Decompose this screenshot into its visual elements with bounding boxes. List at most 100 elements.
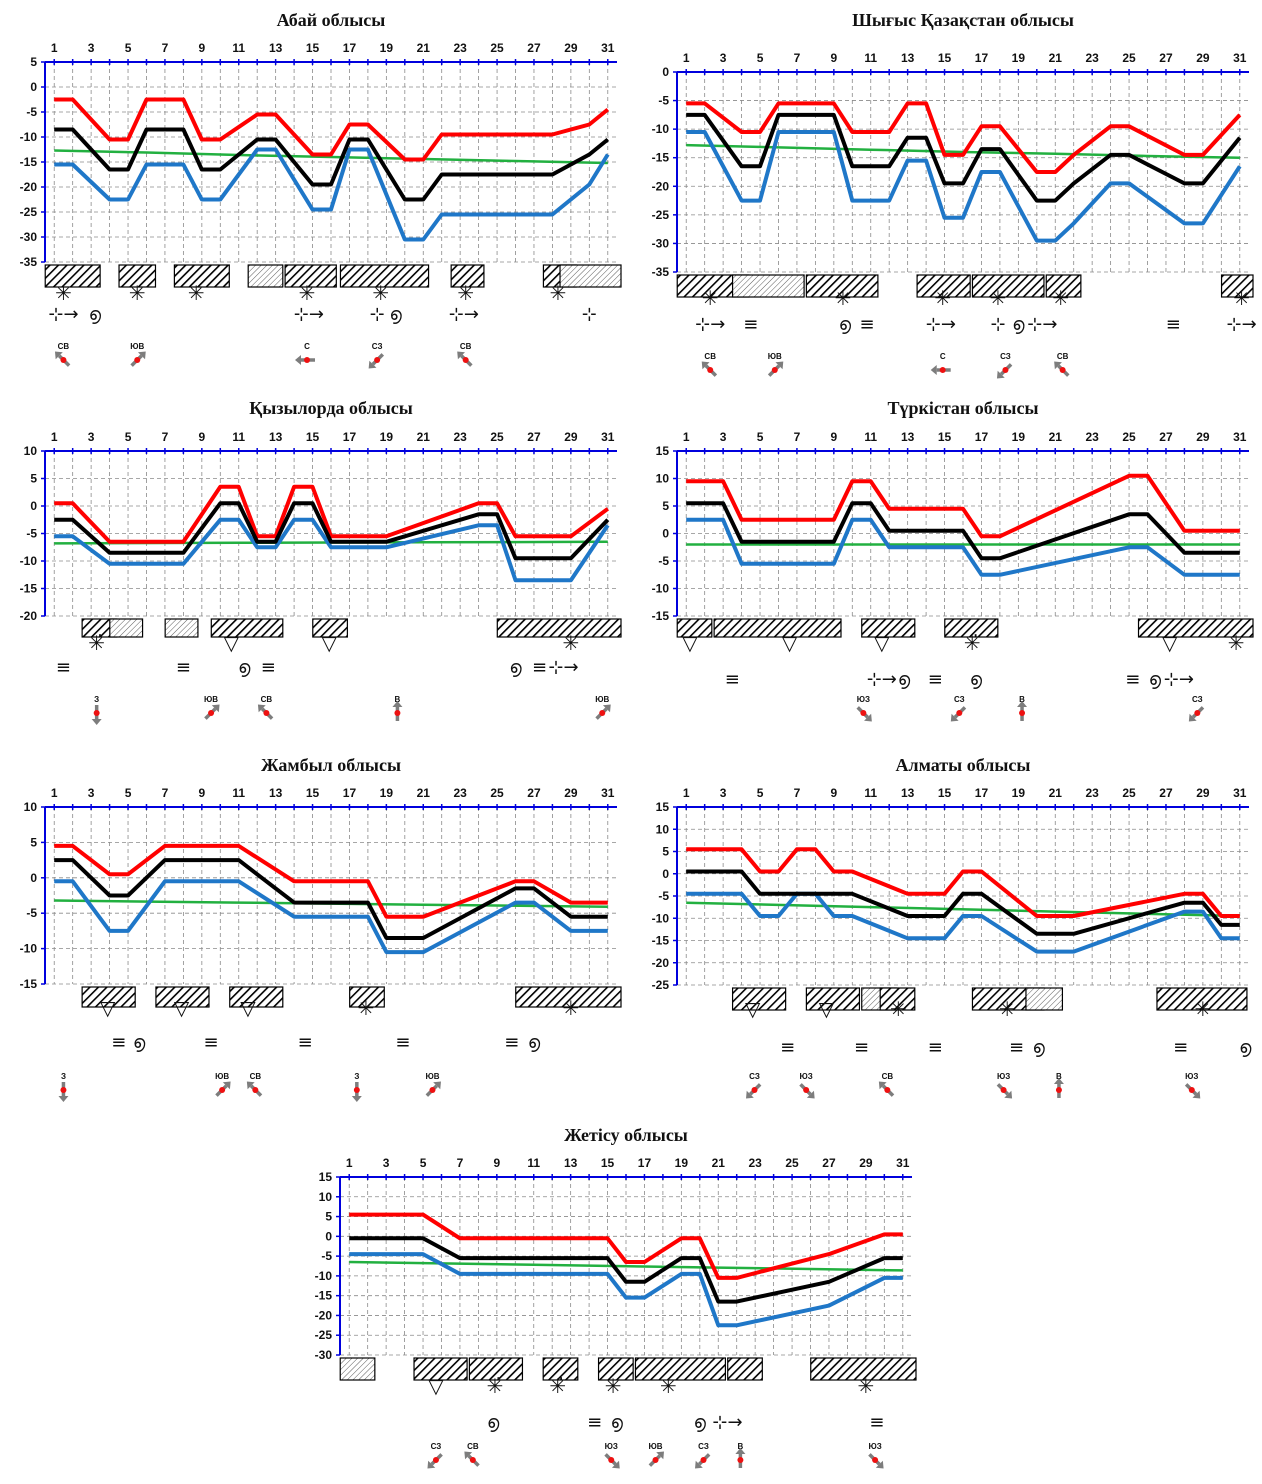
precip-bar [713,618,842,638]
weather-symbol: ⊹→ [867,669,897,690]
precip-bar [284,264,337,288]
x-tick-label: 5 [420,1156,427,1170]
precip-bar [810,1357,917,1381]
y-tick-label: -5 [26,105,37,119]
wind-direction-icon: СЗ [1188,695,1205,722]
x-tick-label: 11 [864,430,877,444]
wind-direction-label: ЮВ [204,695,218,704]
precip-bar [118,264,157,288]
y-tick-label: -15 [315,1289,333,1303]
weather-symbol: ≡ [532,657,547,678]
x-tick-label: 7 [162,41,169,55]
x-tick-label: 29 [564,786,578,800]
x-tick-label: 31 [601,430,615,444]
y-tick-label: -20 [315,1308,333,1322]
y-tick-label: 0 [30,871,37,885]
wind-direction-icon: ЮЗ [604,1442,620,1469]
y-tick-label: -30 [315,1348,333,1362]
weather-symbol: ▽ [782,631,798,655]
x-tick-label: 19 [1012,430,1026,444]
chart-panel-abai: Абай облысы 1 3 5 7 9 11 13 15 17 19 21 23 25 27 29 31 5 0… [0,0,630,385]
y-tick-label: -25 [20,205,38,219]
x-tick-label: 27 [822,1156,836,1170]
x-tick-label: 3 [88,430,95,444]
weather-symbol: ✳ [702,286,719,310]
weather-symbol: ⊹→ [1227,314,1257,335]
series-line-mean [349,1236,903,1304]
x-tick-label: 31 [896,1156,910,1170]
weather-symbol: ≡ [780,1037,795,1058]
precip-bar [515,986,622,1008]
series-line-min [686,517,1240,577]
weather-symbol: ✳ [999,997,1016,1021]
wind-direction-label: ЮЗ [857,695,870,704]
wind-direction-label: ЮВ [595,695,609,704]
y-tick-label: 0 [662,65,669,79]
wind-direction-icon: СВ [54,342,71,367]
y-tick-label: -30 [652,236,670,250]
x-tick-label: 27 [1159,51,1173,65]
weather-symbol: ✳̇ [964,631,981,655]
weather-symbol: ⊹ [991,314,1006,335]
weather-symbol: ▽ [745,997,761,1021]
y-tick-label: -25 [315,1328,333,1342]
weather-symbol: ≡ [204,1032,219,1053]
x-tick-label: 21 [417,41,431,55]
x-tick-label: 7 [162,430,169,444]
y-tick-label: -15 [652,934,670,948]
wind-direction-icon: ЮВ [215,1072,231,1097]
wind-direction-label: СВ [250,1072,262,1081]
chart-panel-zhambyl: Жамбыл облысы 1 3 5 7 9 11 13 15 17 19 21 23 25 27 29 31… [0,745,630,1115]
wind-direction-label: СЗ [431,1442,442,1451]
precip-bar [727,1357,763,1381]
chart-title: Шығыс Қазақстан облысы [852,10,1074,30]
wind-direction-label: СВ [467,1442,479,1451]
x-tick-label: 21 [417,430,431,444]
x-tick-label: 29 [1196,786,1210,800]
wind-direction-icon: СЗ [368,342,385,369]
x-tick-label: 15 [306,430,320,444]
weather-symbol: ✳ [188,281,205,305]
wind-direction-label: ЮВ [649,1442,663,1451]
series-line-max [54,843,608,919]
wind-direction-icon: ЮВ [768,352,784,377]
wind-direction-icon: ЮВ [595,695,611,720]
x-tick-label: 15 [601,1156,615,1170]
y-tick-label: -30 [20,230,38,244]
weather-symbol: ▽ [100,996,116,1020]
wind-direction-label: СВ [460,342,472,351]
x-tick-label: 11 [232,41,245,55]
weather-symbol: ൭ [1033,1037,1046,1058]
wind-direction-label: В [1056,1072,1062,1081]
wind-direction-icon: ЮЗ [799,1072,815,1099]
y-tick-label: -5 [26,527,37,541]
weather-symbol: ▽ [874,631,890,655]
x-tick-label: 27 [1159,786,1173,800]
weather-symbol: ൭ [1149,669,1162,690]
y-tick-label: -35 [20,255,38,269]
x-tick-label: 27 [527,41,541,55]
weather-symbol: ⊹→ [294,304,324,325]
y-tick-label: 15 [319,1170,333,1184]
x-tick-label: 3 [720,51,727,65]
x-tick-label: 9 [198,41,205,55]
x-tick-label: 27 [527,430,541,444]
x-tick-label: 9 [198,430,205,444]
x-tick-label: 23 [748,1156,762,1170]
x-tick-label: 21 [1049,430,1063,444]
precip-bar [805,987,861,1011]
y-tick-label: 0 [325,1229,332,1243]
x-tick-label: 15 [306,41,320,55]
x-tick-label: 15 [938,430,952,444]
x-tick-label: 13 [269,41,283,55]
wind-direction-label: В [1019,695,1025,704]
y-tick-label: -20 [652,956,670,970]
weather-symbol: ▽ [1162,631,1178,655]
weather-symbol: ✳ [857,1374,874,1398]
wind-direction-icon: ЮВ [649,1442,665,1467]
precip-bar [468,1357,524,1381]
weather-symbol: ⊹→ [449,304,479,325]
